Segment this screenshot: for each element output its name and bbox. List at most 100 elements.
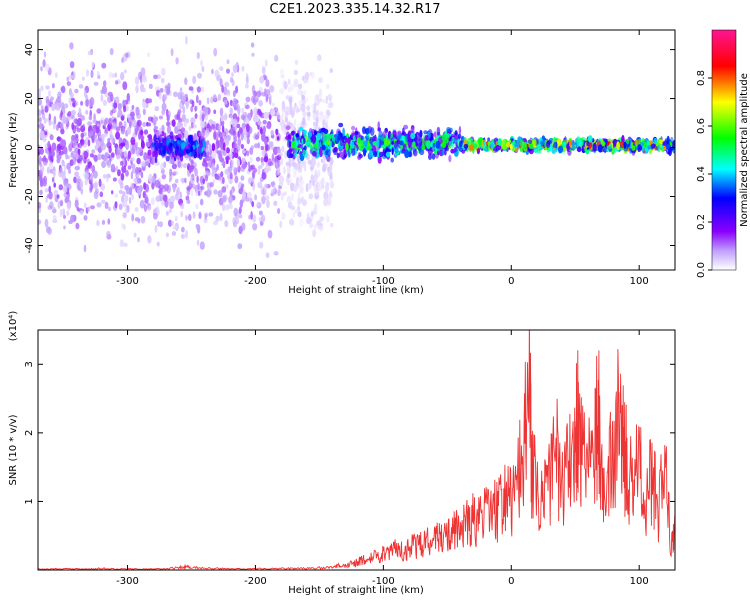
spectrogram-cell — [154, 179, 160, 188]
spectrogram-cell — [38, 155, 42, 165]
spectrogram-cell — [120, 172, 125, 181]
spectrogram-cell — [154, 156, 158, 164]
spectrogram-cell — [129, 111, 135, 118]
spectrogram-cell — [122, 81, 128, 90]
spectrogram-cell — [165, 155, 170, 162]
spectrogram-cell — [639, 146, 643, 151]
spectrogram-cell — [194, 113, 198, 119]
spectrogram-cell — [289, 153, 294, 159]
snr-x-tick-label: 0 — [508, 576, 514, 587]
spectrogram-cell — [231, 79, 235, 87]
colorbar-tick-label: 0.4 — [696, 166, 707, 182]
spectrogram-cell — [213, 47, 218, 57]
spectrogram-cell — [196, 52, 200, 60]
spectrogram-cell — [317, 186, 323, 191]
spectrogram-cell — [313, 223, 318, 230]
spectrogram-cell — [99, 191, 104, 198]
spectrogram-cell — [153, 149, 157, 158]
spectrogram-cell — [219, 78, 223, 87]
spectrogram-cell — [597, 144, 603, 153]
spectrogram-cell — [229, 189, 233, 197]
spectrogram-cell — [148, 83, 153, 90]
spectrogram-cell — [443, 149, 447, 156]
spectrogram-cell — [122, 127, 125, 135]
spectrogram-cell — [233, 168, 237, 177]
spectrogram-cell — [264, 165, 269, 174]
spectrogram-cell — [196, 175, 199, 184]
spectrogram-cell — [134, 207, 139, 212]
spectrogram-cell — [261, 66, 266, 75]
spectrogram-cell — [161, 67, 166, 76]
spectrogram-cell — [257, 167, 261, 175]
spectrogram-cell — [201, 136, 205, 141]
spectrogram-cell — [184, 177, 187, 184]
spectrogram-cell — [266, 123, 272, 129]
spectrogram-cell — [514, 142, 519, 148]
spectrogram-cell — [310, 174, 315, 183]
spectrogram-cell — [224, 112, 228, 121]
spectrogram-cell — [209, 182, 214, 188]
spectrogram-cell — [236, 123, 241, 129]
spectrogram-cell — [176, 139, 180, 145]
spectrogram-cell — [362, 126, 366, 135]
spectrogram-cell — [326, 83, 330, 90]
spectrogram-cell — [304, 145, 307, 151]
spectrogram-cell — [142, 121, 147, 128]
spectrogram-cell — [232, 98, 238, 106]
spectrogram-cell — [185, 118, 189, 124]
spectrogram-cell — [138, 147, 142, 153]
spectrogram-cell — [174, 127, 179, 134]
spectrogram-cell — [182, 162, 188, 169]
spectrogram-cell — [252, 171, 255, 180]
spectrogram-cell — [114, 117, 117, 123]
spectrogram-cell — [144, 161, 149, 167]
spectrogram-cell — [289, 123, 295, 132]
spectrogram-cell — [306, 105, 310, 111]
snr-y-tick-label: 1 — [24, 498, 35, 504]
spectrogram-cell — [72, 156, 77, 166]
spectrogram-cell — [293, 184, 298, 193]
spectrogram-cell — [83, 215, 88, 221]
spectrogram-cell — [53, 115, 57, 125]
spectrogram-cell — [211, 143, 216, 152]
spectrogram-cell — [166, 148, 169, 154]
spectrogram-cell — [233, 207, 239, 217]
spectrogram-cell — [281, 212, 286, 221]
spectrogram-cell — [354, 131, 359, 135]
spectrogram-cell — [160, 193, 164, 199]
spectrogram-cell — [184, 230, 188, 239]
spectrogram-cell — [285, 105, 289, 112]
spectrogram-cell — [326, 139, 331, 145]
spectrogram-ylabel: Frequency (Hz) — [8, 112, 19, 188]
spectrogram-cell — [553, 141, 558, 149]
spectrogram-cell — [153, 126, 159, 130]
spectrogram-cell — [402, 143, 407, 152]
spectrogram-cell — [121, 165, 127, 174]
spectrogram-cell — [118, 189, 123, 194]
spectrogram-cell — [363, 140, 368, 146]
spectrogram-cell — [38, 202, 42, 209]
spectrogram-cell — [198, 148, 203, 154]
spectrogram-cell — [391, 140, 394, 145]
spectrogram-cell — [127, 165, 132, 170]
spectrogram-cell — [228, 203, 233, 210]
spectrogram-cell — [319, 111, 324, 116]
spectrogram-cell — [61, 161, 66, 167]
spectrogram-cell — [283, 81, 288, 90]
spectrogram-cell — [285, 161, 291, 167]
spectrogram-cell — [142, 87, 146, 93]
spectrogram-cell — [97, 153, 102, 161]
spectrogram-cell — [241, 163, 247, 169]
spectrogram-cell — [133, 232, 137, 238]
spectrogram-cell — [208, 143, 212, 150]
spectrogram-cell — [158, 92, 162, 100]
spectrogram-cell — [199, 133, 202, 143]
spectrogram-cell — [79, 180, 84, 189]
spectrogram-cell — [147, 52, 151, 58]
spectrogram-cell — [73, 176, 77, 184]
spectrogram-cell — [118, 203, 123, 211]
spectrogram-cell — [184, 120, 187, 128]
spectrogram-cell — [211, 68, 214, 75]
spectrogram-cell — [226, 59, 230, 65]
spectrogram-cell — [281, 145, 285, 153]
